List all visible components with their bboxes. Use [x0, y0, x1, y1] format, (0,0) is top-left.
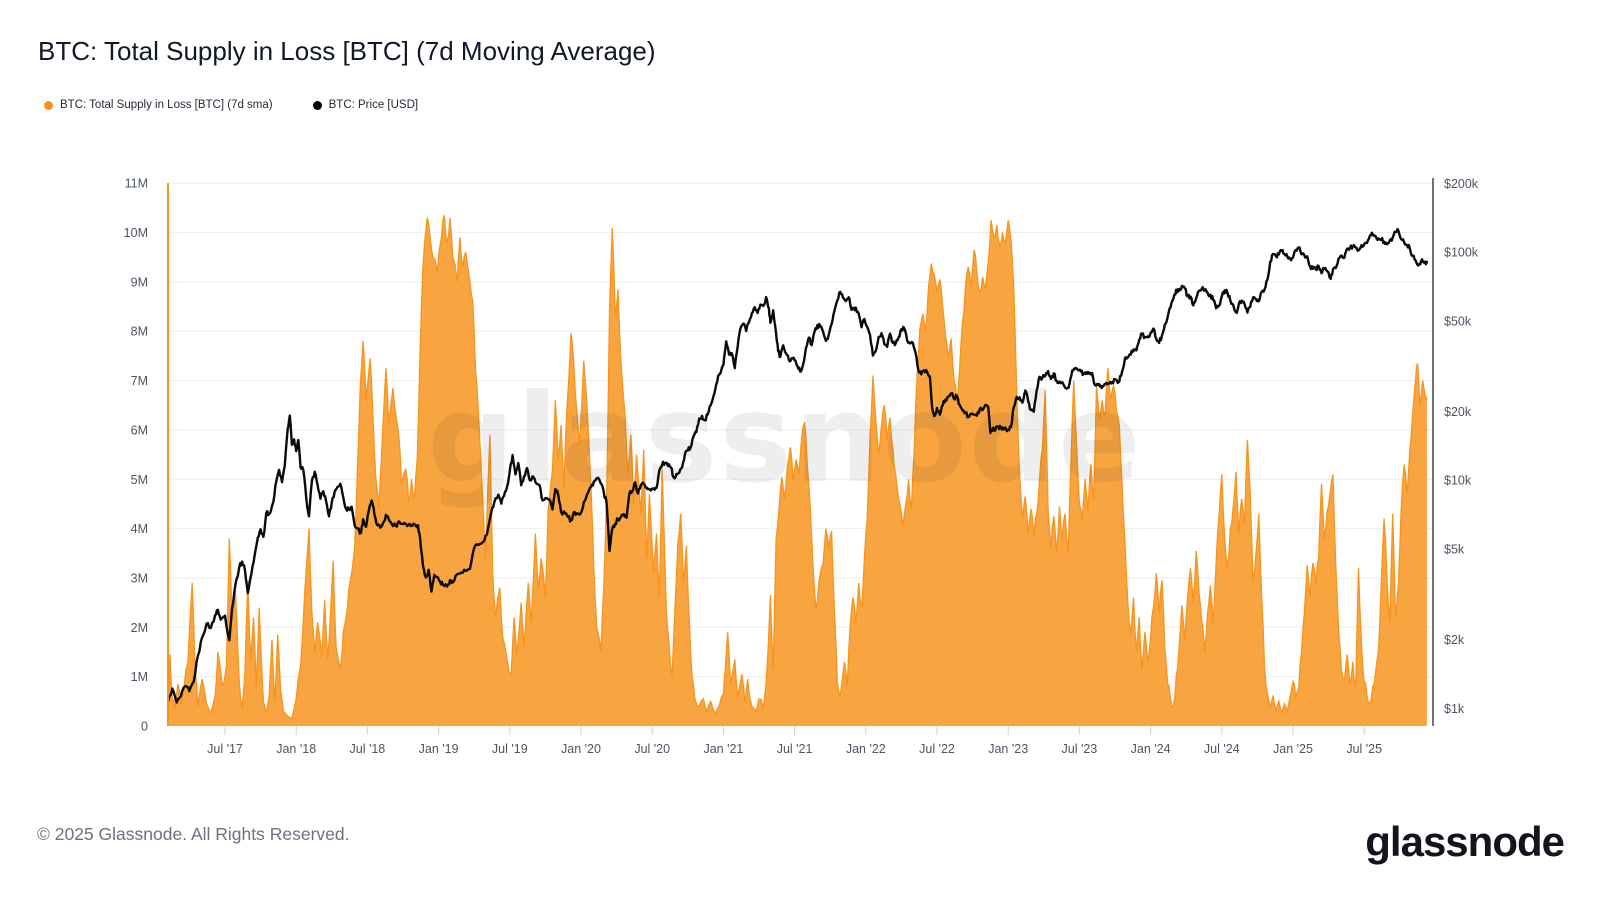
supply-in-loss-edge: [167, 215, 1428, 720]
x-axis-tick-label: Jul '24: [1204, 742, 1240, 756]
legend-item-supply-in-loss[interactable]: BTC: Total Supply in Loss [BTC] (7d sma): [44, 99, 273, 111]
x-axis-tick-label: Jul '21: [777, 742, 813, 756]
x-axis-tick-label: Jan '18: [276, 742, 316, 756]
right-axis-tick-label: $200k: [1444, 177, 1479, 191]
glassnode-watermark: glassnode: [427, 368, 1142, 510]
x-axis-tick-label: Jul '22: [919, 742, 955, 756]
copyright-text: © 2025 Glassnode. All Rights Reserved.: [37, 824, 350, 844]
left-axis-tick-label: 9M: [131, 275, 148, 289]
left-axis-tick-label: 1M: [131, 670, 148, 684]
glassnode-logo[interactable]: glassnode: [1365, 818, 1565, 865]
x-axis-tick-label: Jul '18: [350, 742, 386, 756]
left-axis-tick-label: 10M: [124, 226, 148, 240]
left-axis-tick-label: 6M: [131, 423, 148, 437]
x-axis-tick-label: Jul '25: [1346, 742, 1382, 756]
supply-in-loss-area: [168, 215, 1427, 726]
right-axis-tick-label: $5k: [1444, 542, 1465, 556]
legend-dot-orange-icon: [44, 100, 53, 110]
page-title: BTC: Total Supply in Loss [BTC] (7d Movi…: [38, 36, 656, 66]
right-axis-tick-label: $20k: [1444, 405, 1472, 419]
left-axis-tick-label: 5M: [131, 473, 148, 487]
left-axis-tick-label: 11M: [125, 177, 148, 191]
right-axis-tick-label: $1k: [1444, 702, 1465, 716]
right-axis-tick-label: $50k: [1444, 314, 1472, 328]
legend-item-price[interactable]: BTC: Price [USD]: [312, 99, 419, 111]
x-axis-tick-label: Jan '20: [561, 742, 601, 756]
left-axis-tick-label: 4M: [131, 522, 148, 536]
chart-legend: BTC: Total Supply in Loss [BTC] (7d sma)…: [44, 99, 458, 111]
x-axis-tick-label: Jan '19: [419, 742, 459, 756]
legend-label-price: BTC: Price [USD]: [328, 99, 419, 111]
left-axis-tick-label: 0: [141, 720, 148, 734]
price-line: [166, 227, 1429, 704]
legend-label-supply-in-loss: BTC: Total Supply in Loss [BTC] (7d sma): [60, 99, 273, 111]
right-axis-labels: $1k $2k $5k $10k $20k $50k $100k $200k: [1444, 177, 1479, 716]
x-axis: Jul '17 Jan '18 Jul '18 Jan '19 Jul '19 Jan '…: [207, 726, 1382, 756]
x-axis-tick-label: Jul '17: [207, 742, 243, 756]
x-axis-tick-label: Jul '23: [1062, 742, 1098, 756]
x-axis-tick-label: Jul '19: [492, 742, 528, 756]
x-axis-tick-label: Jan '23: [988, 742, 1028, 756]
left-axis-labels: 0 1M 2M 3M 4M 5M 6M 7M 8M 9M 10M 11M: [124, 177, 148, 734]
left-axis-tick-label: 7M: [131, 374, 148, 388]
x-axis-tick-label: Jan '25: [1273, 742, 1313, 756]
left-axis-tick-label: 2M: [131, 621, 148, 635]
x-axis-tick-label: Jan '22: [846, 742, 886, 756]
right-axis-tick-label: $100k: [1444, 246, 1479, 260]
right-axis-tick-label: $10k: [1444, 474, 1472, 488]
left-axis-tick-label: 8M: [131, 325, 148, 339]
x-axis-tick-label: Jan '24: [1131, 742, 1171, 756]
right-axis-tick-label: $2k: [1444, 633, 1465, 647]
x-axis-tick-label: Jul '20: [634, 742, 670, 756]
legend-dot-black-icon: [312, 100, 322, 110]
x-axis-tick-label: Jan '21: [703, 742, 743, 756]
left-axis-tick-label: 3M: [131, 571, 148, 585]
